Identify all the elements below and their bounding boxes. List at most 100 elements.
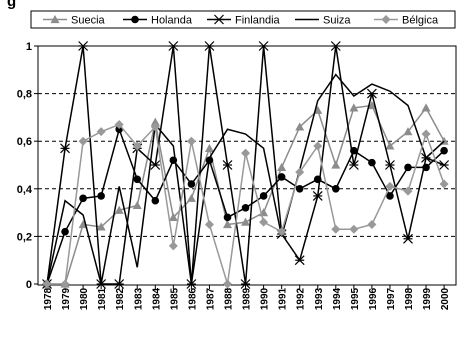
data-point-holanda xyxy=(241,204,250,212)
series-suiza xyxy=(46,73,445,285)
legend-marker-suecia xyxy=(50,15,60,24)
legend-item-finlandia: Finlandia xyxy=(207,15,281,27)
data-point-suecia xyxy=(241,217,251,226)
data-point-suecia xyxy=(223,220,232,229)
data-point-belgica xyxy=(96,127,106,137)
y-tick-label: 0 xyxy=(26,279,32,291)
data-point-belgica xyxy=(439,179,449,189)
data-point-suecia xyxy=(168,212,178,221)
data-point-finlandia xyxy=(312,191,323,201)
data-point-holanda xyxy=(151,196,160,205)
data-point-holanda xyxy=(386,192,394,200)
data-point-finlandia xyxy=(403,233,413,244)
data-point-belgica xyxy=(295,167,305,177)
x-tick-label: 1991 xyxy=(278,287,289,310)
x-tick-label: 1995 xyxy=(350,287,361,310)
data-point-holanda xyxy=(259,192,268,200)
data-point-finlandia xyxy=(114,279,125,289)
series-belgica xyxy=(42,120,449,289)
data-point-belgica xyxy=(331,224,341,234)
x-tick-label: 1986 xyxy=(187,287,198,310)
legend-item-suiza: Suiza xyxy=(295,15,351,27)
data-point-finlandia xyxy=(240,279,251,289)
data-point-belgica xyxy=(60,279,70,289)
data-point-holanda xyxy=(187,180,196,188)
legend-marker-finlandia xyxy=(214,14,224,25)
legend-label-suiza: Suiza xyxy=(323,15,351,27)
data-point-holanda xyxy=(277,173,286,181)
series-line-suiza xyxy=(46,73,445,285)
x-tick-label: 1996 xyxy=(368,287,379,310)
data-point-suecia xyxy=(114,205,124,214)
data-point-suecia xyxy=(331,160,341,169)
legend-box xyxy=(30,10,456,29)
data-point-holanda xyxy=(61,227,69,236)
data-point-belgica xyxy=(313,141,323,151)
axes: 0 0,2 0,4 0,6 0,8 1 1978 1979 1980 1981 1982 1983 19… xyxy=(17,41,451,310)
x-tick-label: 1984 xyxy=(151,287,162,310)
chart-title-fragment: g xyxy=(7,0,16,10)
data-point-belgica xyxy=(349,224,359,234)
x-tick-label: 1992 xyxy=(296,287,307,310)
x-tick-label: 1994 xyxy=(332,287,343,310)
legend-marker-holanda xyxy=(131,15,139,24)
x-tick-label: 1980 xyxy=(79,287,90,310)
x-tick-label: 2000 xyxy=(440,287,451,310)
data-point-finlandia xyxy=(78,41,89,51)
data-point-belgica xyxy=(132,141,142,151)
data-point-holanda xyxy=(97,192,105,200)
data-point-finlandia xyxy=(204,41,215,51)
data-point-belgica xyxy=(421,129,431,139)
data-point-holanda xyxy=(440,146,448,155)
data-point-belgica xyxy=(259,217,269,227)
legend: Suecia Holanda Finlandia Suiza Bélgica xyxy=(30,10,456,29)
data-point-finlandia xyxy=(366,88,377,99)
data-point-suecia xyxy=(132,200,142,210)
data-point-finlandia xyxy=(348,160,359,170)
y-tick-label: 0,4 xyxy=(17,184,33,196)
x-tick-label: 1982 xyxy=(115,287,126,310)
data-point-suecia xyxy=(349,103,359,112)
data-point-belgica xyxy=(114,120,124,130)
data-point-belgica xyxy=(168,241,178,251)
y-tick-label: 1 xyxy=(26,41,32,53)
data-point-finlandia xyxy=(60,143,70,154)
x-tick-label: 1998 xyxy=(404,287,415,310)
legend-label-suecia: Suecia xyxy=(71,15,106,27)
data-point-holanda xyxy=(133,175,142,184)
data-point-holanda xyxy=(332,185,340,193)
data-point-finlandia xyxy=(168,41,179,51)
data-point-belgica xyxy=(403,186,413,196)
data-point-belgica xyxy=(150,122,160,132)
data-point-belgica xyxy=(277,227,287,237)
data-point-suecia xyxy=(421,103,431,112)
data-point-belgica xyxy=(204,220,214,229)
data-point-finlandia xyxy=(439,160,450,170)
data-point-suecia xyxy=(96,222,106,231)
legend-marker-belgica xyxy=(381,15,391,24)
data-point-holanda xyxy=(223,213,232,222)
data-point-finlandia xyxy=(258,41,269,51)
y-tick-label: 0,2 xyxy=(17,231,32,243)
data-point-suecia xyxy=(403,127,413,136)
legend-label-belgica: Bélgica xyxy=(402,15,439,27)
y-tick-label: 0,6 xyxy=(17,136,32,148)
data-point-holanda xyxy=(368,158,376,167)
x-tick-label: 1993 xyxy=(314,287,325,310)
x-tick-label: 1990 xyxy=(260,287,271,310)
data-point-belgica xyxy=(385,181,395,191)
data-point-belgica xyxy=(78,136,88,146)
data-point-suecia xyxy=(277,162,287,171)
data-point-belgica xyxy=(42,279,52,289)
data-point-finlandia xyxy=(222,160,233,170)
x-tick-label: 1985 xyxy=(169,287,180,310)
legend-item-belgica: Bélgica xyxy=(374,15,439,27)
data-point-finlandia xyxy=(385,160,395,170)
data-point-suecia xyxy=(204,143,214,152)
data-point-belgica xyxy=(186,136,196,146)
x-tick-label: 1989 xyxy=(242,287,253,310)
series-layer xyxy=(42,41,450,289)
data-point-holanda xyxy=(295,185,304,193)
